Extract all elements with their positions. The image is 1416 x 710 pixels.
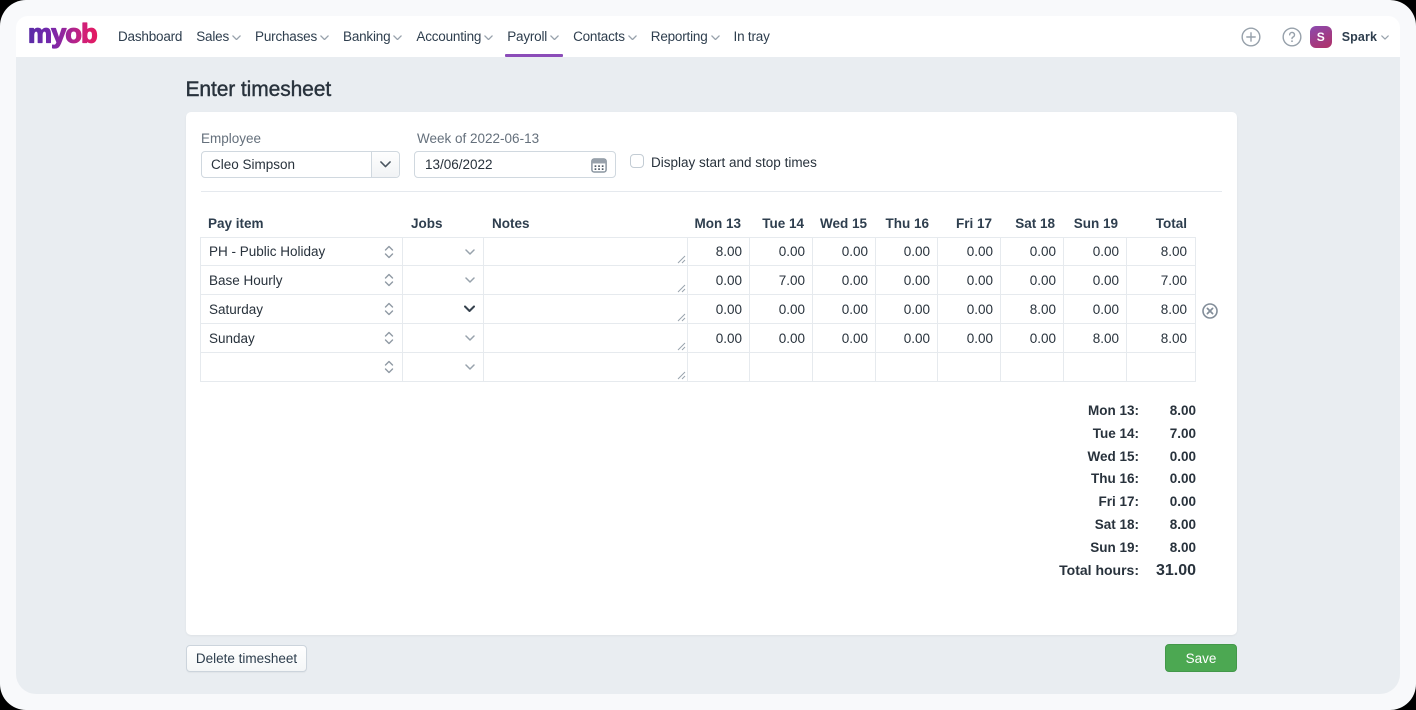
svg-text:myob: myob — [28, 20, 97, 49]
